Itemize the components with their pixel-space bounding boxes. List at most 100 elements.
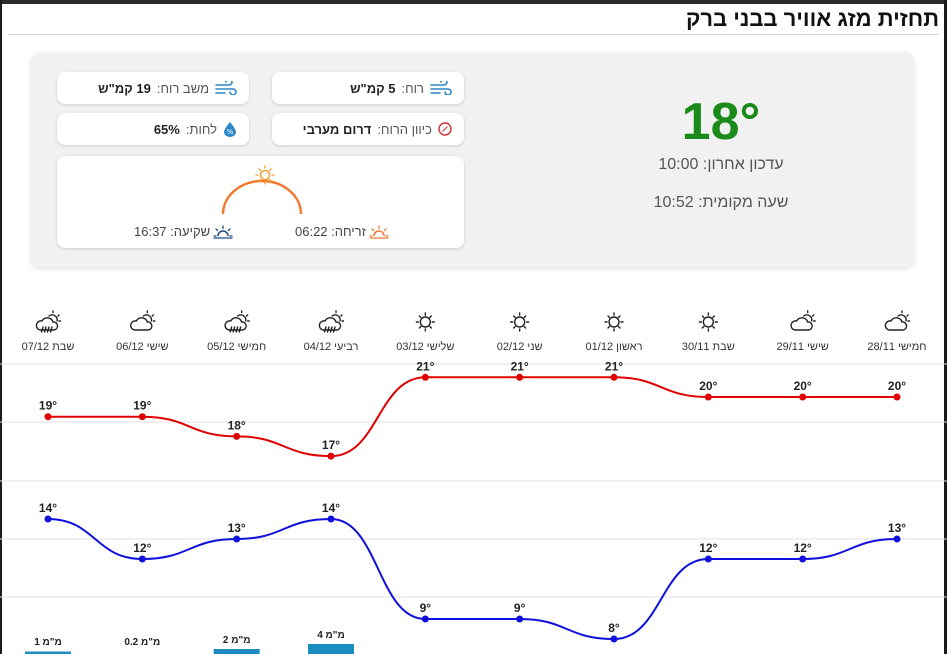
max-temp-line xyxy=(48,376,897,458)
wind-label: רוח: xyxy=(401,80,425,96)
min-temp-label: 12° xyxy=(699,541,717,555)
sunrise-icon xyxy=(369,224,389,239)
max-temp-point xyxy=(233,432,241,440)
wind-direction-value: דרום מערבי xyxy=(302,121,372,137)
precipitation-label: 1 מ"מ xyxy=(34,637,62,648)
day-label: שישי 06/12 xyxy=(116,341,168,353)
sun-icon xyxy=(415,312,436,332)
humidity-label: לחות: xyxy=(185,121,217,137)
min-temp-point xyxy=(138,555,146,563)
precipitation-label: 2 מ"מ xyxy=(223,635,251,646)
partly-cloudy-icon xyxy=(790,310,816,331)
day-label: שלישי 03/12 xyxy=(396,340,454,353)
max-temp-label: 18° xyxy=(228,418,246,432)
gust-card: משב רוח: 19 קמ"ש xyxy=(57,72,249,104)
min-temp-label: 9° xyxy=(514,601,526,615)
forecast-chart: חמישי 28/11 שישי 29/11 שבת 30/11 ראשון 01/1… xyxy=(0,310,947,654)
min-temp-point xyxy=(704,555,712,563)
precipitation-label: 0.2 מ"מ xyxy=(124,637,160,648)
max-temp-point xyxy=(516,373,524,381)
max-temp-point xyxy=(44,413,52,421)
min-temp-label: 13° xyxy=(228,521,246,535)
min-temp-point xyxy=(610,635,618,643)
max-temp-label: 17° xyxy=(322,438,340,452)
sun-icon xyxy=(604,312,624,332)
humidity-value: 65% xyxy=(153,121,180,137)
rain-icon xyxy=(318,310,345,333)
wind-direction-label: כיוון הרוח: xyxy=(377,121,432,137)
min-temp-label: 14° xyxy=(322,501,340,515)
sun-times-card: זריחה: 06:22 שקיעה: 16:37 xyxy=(57,156,464,248)
wind-icon xyxy=(430,81,452,95)
rain-icon xyxy=(35,310,62,333)
max-temp-point xyxy=(327,452,335,460)
max-temp-point xyxy=(421,373,429,381)
day-label: שני 02/12 xyxy=(497,341,543,353)
sunrise: זריחה: 06:22 xyxy=(295,224,389,239)
max-temp-point xyxy=(893,393,901,401)
partly-cloudy-icon xyxy=(130,310,156,331)
local-time: שעה מקומית: 10:52 xyxy=(653,194,789,211)
partly-cloudy-icon xyxy=(884,310,911,331)
min-temp-label: 14° xyxy=(39,501,57,515)
min-temp-label: 12° xyxy=(133,541,151,555)
max-temp-label: 21° xyxy=(511,359,529,373)
wind-direction-card: כיוון הרוח: דרום מערבי xyxy=(272,113,464,145)
precipitation-bar xyxy=(213,649,260,654)
max-temp-point xyxy=(610,373,618,381)
min-temp-label: 9° xyxy=(420,601,432,615)
min-temp-label: 12° xyxy=(794,541,812,555)
page-title: תחזית מזג אוויר בבני ברק xyxy=(685,6,939,31)
current-weather-panel: 18° עדכון אחרון: 10:00 שעה מקומית: 10:52… xyxy=(31,52,914,267)
current-conditions: 18° עדכון אחרון: 10:00 שעה מקומית: 10:52 xyxy=(591,92,851,212)
sun-icon xyxy=(509,312,530,332)
last-update: עדכון אחרון: 10:00 xyxy=(658,156,784,173)
sunset-time: שקיעה: 16:37 xyxy=(134,224,211,239)
min-temp-label: 8° xyxy=(608,621,620,635)
current-temperature: 18° xyxy=(681,93,761,151)
min-temp-label: 13° xyxy=(888,521,906,535)
humidity-card: % לחות: 65% xyxy=(57,113,249,145)
max-temp-label: 19° xyxy=(133,399,151,413)
day-label: שבת 30/11 xyxy=(682,341,735,353)
sunset: שקיעה: 16:37 xyxy=(134,224,233,239)
max-temp-label: 21° xyxy=(605,359,623,373)
wind-value: 5 קמ"ש xyxy=(350,80,396,96)
max-temp-label: 19° xyxy=(39,399,57,413)
top-border xyxy=(0,0,947,4)
sun-arc-icon xyxy=(221,165,303,215)
max-temp-label: 21° xyxy=(416,359,434,373)
max-temp-point xyxy=(799,393,807,401)
max-temp-point xyxy=(138,413,146,421)
title-divider xyxy=(8,34,939,35)
compass-icon xyxy=(438,122,452,136)
svg-text:%: % xyxy=(227,128,234,136)
min-temp-line xyxy=(47,517,898,641)
min-temp-point xyxy=(421,615,429,623)
gust-label: משב רוח: xyxy=(156,80,209,96)
left-border xyxy=(0,0,2,654)
day-label: רביעי 04/12 xyxy=(304,341,359,353)
day-label: שישי 29/11 xyxy=(776,341,828,353)
wind-card: רוח: 5 קמ"ש xyxy=(272,72,464,104)
sun-icon xyxy=(698,312,719,332)
precipitation-label: 4 מ"מ xyxy=(317,630,345,641)
sunrise-time: זריחה: 06:22 xyxy=(295,224,366,239)
rain-icon xyxy=(224,310,250,333)
day-label: חמישי 28/11 xyxy=(867,341,926,353)
min-temp-point xyxy=(44,515,52,523)
precipitation-bar xyxy=(308,644,354,654)
min-temp-point xyxy=(516,615,524,623)
humidity-drop-icon: % xyxy=(224,122,236,137)
min-temp-point xyxy=(233,535,241,543)
max-temp-point xyxy=(704,393,712,401)
wind-gust-icon xyxy=(215,81,237,95)
max-temp-label: 20° xyxy=(794,379,812,393)
gust-value: 19 קמ"ש xyxy=(98,80,151,96)
right-border xyxy=(944,0,947,654)
max-temp-label: 20° xyxy=(888,379,906,393)
min-temp-point xyxy=(327,515,335,523)
min-temp-point xyxy=(799,555,807,563)
sunset-icon xyxy=(213,224,233,239)
max-temp-label: 20° xyxy=(699,379,717,393)
